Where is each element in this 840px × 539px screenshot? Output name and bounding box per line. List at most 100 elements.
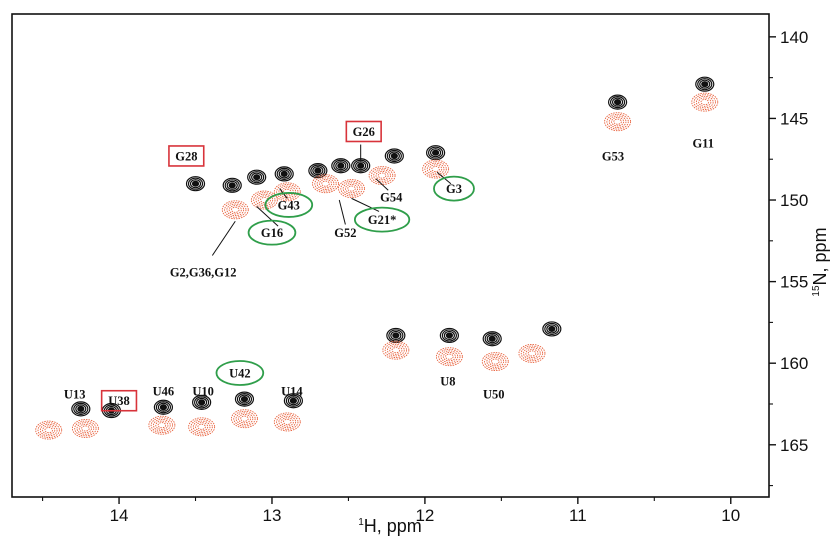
red-contour-peak [604, 112, 632, 132]
leader-line [256, 206, 279, 227]
leader-line [211, 220, 236, 256]
black-contour-peak [283, 393, 303, 409]
peak-label: G3 [446, 182, 462, 196]
peak-label: G16 [261, 226, 283, 240]
x-tick-label: 13 [263, 506, 282, 525]
leader-lines [211, 144, 452, 256]
peak-label-group: G11 [692, 136, 714, 150]
peak-label-group: U13 [64, 388, 86, 402]
peak-label-group: U46 [153, 384, 175, 398]
red-contour-peak [273, 412, 301, 432]
red-contour-peak [422, 159, 450, 179]
black-contour-peak [185, 176, 206, 192]
red-contour-peak [221, 200, 249, 220]
black-contour-peak [386, 327, 406, 344]
y-tick-label: 155 [780, 273, 808, 292]
black-contour-peak [331, 158, 351, 174]
red-contour-peak [338, 179, 365, 199]
peak-label-group: G2,G36,G12 [170, 265, 237, 279]
green-label-ellipse [215, 360, 265, 386]
peak-label-group: U10 [192, 384, 214, 398]
peak-label: G53 [602, 149, 624, 163]
black-contour-peak [247, 169, 267, 185]
red-contour-peak [382, 340, 410, 360]
peak-label: U13 [64, 388, 86, 402]
peak-label: G2,G36,G12 [170, 265, 237, 279]
red-contour-peak [148, 415, 176, 435]
black-contour-peak [274, 166, 294, 182]
peak-label: G26 [353, 125, 375, 139]
x-tick-label: 14 [110, 506, 129, 525]
red-contour-peak [691, 92, 719, 112]
peak-label: U8 [440, 375, 455, 389]
leader-line [338, 199, 346, 225]
red-label-box [100, 389, 138, 412]
x-axis: 14 13 12 11 10 [42, 497, 740, 525]
y-axis-title: 15N, ppm [810, 227, 830, 296]
black-contour-peak [234, 391, 255, 407]
red-contour-peak [368, 166, 396, 185]
x-axis-title: 1H, ppm [358, 516, 422, 536]
peak-label-group: U8 [440, 375, 455, 389]
y-tick-label: 140 [780, 28, 808, 47]
red-contour-peak [71, 419, 99, 438]
black-contour-peak [384, 148, 404, 164]
black-contour-peak [542, 321, 562, 337]
black-contour-peak [607, 94, 628, 110]
plot-frame [11, 13, 770, 498]
green-label-ellipse [353, 206, 411, 233]
peak-label: G28 [175, 149, 197, 163]
y-tick-label: 150 [780, 191, 808, 210]
red-contour-peak [35, 420, 63, 440]
red-contour-peak [435, 347, 463, 367]
red-label-box [168, 145, 205, 167]
black-contour-peak [222, 177, 242, 193]
peak-label-group: G52 [334, 226, 356, 240]
peak-label: G43 [278, 198, 300, 212]
peak-label-group: U50 [483, 388, 505, 402]
black-contour-peak [695, 76, 715, 92]
black-contour-peak [426, 145, 446, 161]
peak-label-group: U42 [215, 360, 265, 386]
peak-label-group: G26 [345, 120, 382, 143]
peak-label-group: G16 [247, 219, 297, 246]
red-label-box [345, 120, 382, 143]
peak-label: U38 [108, 394, 130, 408]
y-tick-label: 165 [780, 436, 808, 455]
red-contour-peak [481, 352, 509, 372]
black-contour-peak [71, 401, 91, 417]
peak-label: U10 [192, 384, 214, 398]
peak-label-group: G43 [264, 192, 314, 218]
peak-label: U50 [483, 388, 505, 402]
peak-label-group: G54 [380, 190, 403, 204]
x-tick-label: 11 [569, 506, 587, 525]
y-axis-title-superscript: 15 [811, 285, 822, 297]
red-contour-peak [518, 343, 546, 363]
peak-label: G11 [692, 136, 714, 150]
peak-label: G52 [334, 226, 356, 240]
peak-label-group: G3 [433, 175, 475, 202]
leader-line [351, 197, 380, 212]
y-axis-title-text: N, ppm [810, 227, 830, 285]
black-contour-peak [192, 394, 212, 410]
peak-label: U46 [153, 384, 175, 398]
leader-line [375, 178, 389, 191]
y-axis: 140 145 150 155 160 165 [769, 28, 808, 487]
x-tick-label: 10 [721, 506, 740, 525]
peak-label: U42 [229, 366, 251, 380]
x-tick-label: 12 [415, 506, 434, 525]
y-tick-label: 160 [780, 354, 808, 373]
red-contour-peak [250, 190, 278, 210]
black-contour-peak [482, 331, 502, 347]
peak-label-group: G53 [602, 149, 624, 163]
peak-label: G21* [368, 213, 396, 227]
contour-peaks [35, 76, 719, 440]
peak-label: U14 [281, 384, 303, 398]
black-contour-peak [153, 399, 173, 415]
peak-label-group: U14 [281, 384, 303, 398]
y-tick-label: 145 [780, 109, 808, 128]
peak-label-group: G21* [353, 206, 411, 233]
red-contour-peak [231, 409, 258, 429]
peak-labels: G11 G53 G28 G26 G54 G3 G43 G16 G21* G52 G2,G36,G12… [64, 120, 714, 412]
